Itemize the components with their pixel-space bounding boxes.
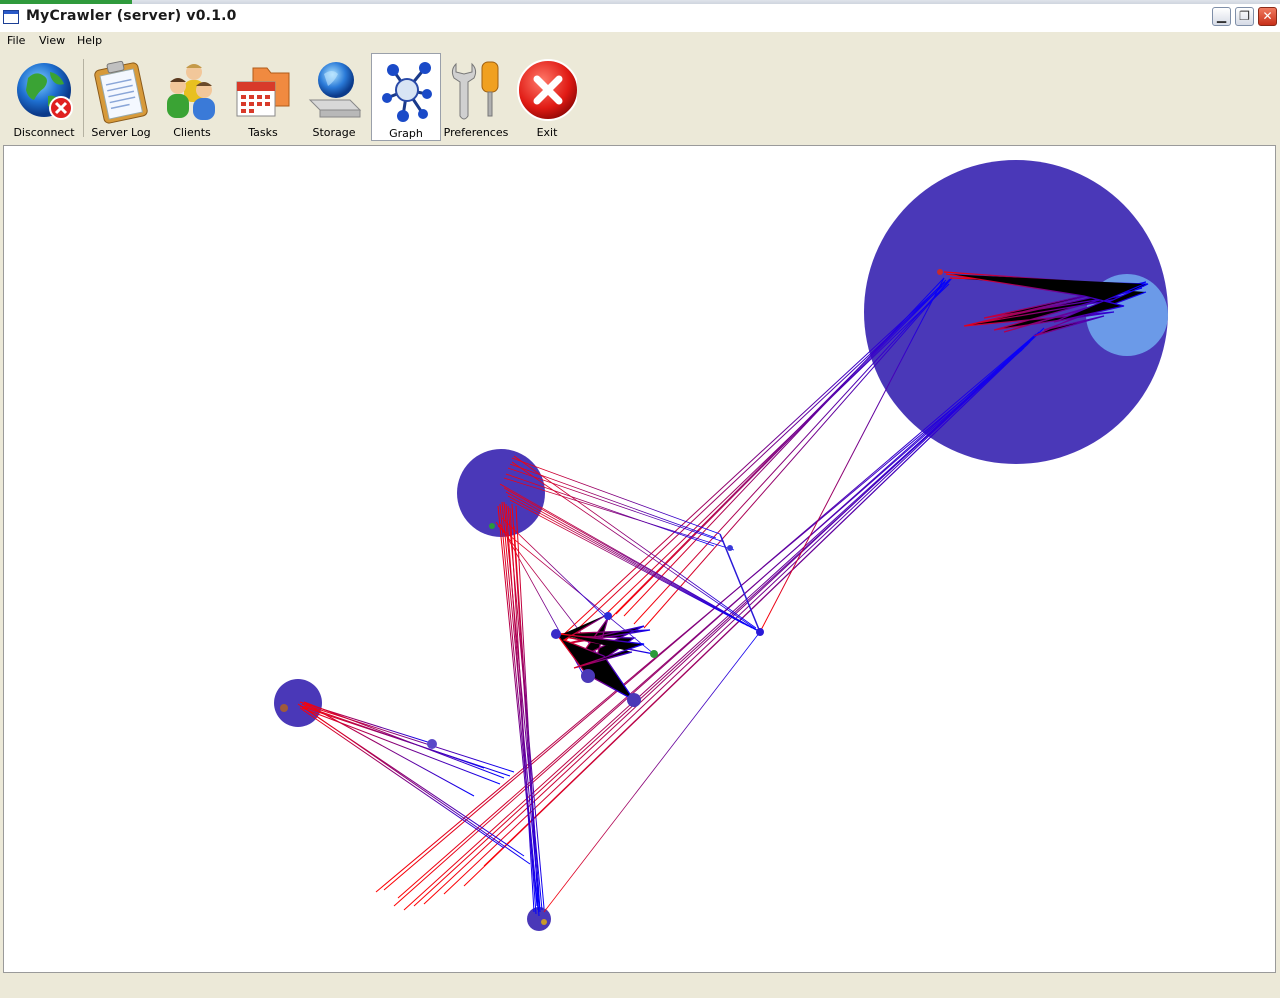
toolbar-separator xyxy=(83,59,84,137)
graph-edges xyxy=(543,631,761,913)
calendar-folder-icon xyxy=(236,67,290,117)
graph-node[interactable] xyxy=(604,612,612,620)
graph-edges xyxy=(943,271,1149,337)
disconnect-label: Disconnect xyxy=(13,126,75,139)
menu-bar: File View Help xyxy=(0,32,1280,50)
server-log-label: Server Log xyxy=(91,126,151,139)
globe-disconnect-icon xyxy=(17,63,73,120)
exit-label: Exit xyxy=(536,126,558,139)
storage-label: Storage xyxy=(312,126,356,139)
preferences-label: Preferences xyxy=(443,126,509,139)
graph-canvas[interactable] xyxy=(3,145,1276,973)
graph-node[interactable] xyxy=(280,704,288,712)
graph-node-cluster[interactable] xyxy=(274,679,322,727)
tools-icon xyxy=(451,61,499,120)
menu-file[interactable]: File xyxy=(7,34,26,47)
graph-nodes[interactable] xyxy=(280,269,943,925)
globe-drive-icon xyxy=(308,62,362,118)
clients-label: Clients xyxy=(173,126,211,139)
graph-edges xyxy=(497,501,545,917)
minimize-button[interactable]: ▁ xyxy=(1212,7,1231,26)
graph-edges xyxy=(719,533,761,633)
toolbar: Disconnect Server Log Clients xyxy=(0,51,1280,143)
menu-help[interactable]: Help xyxy=(77,34,103,47)
graph-button[interactable]: Graph xyxy=(371,53,441,141)
graph-node[interactable] xyxy=(727,545,733,551)
graph-node[interactable] xyxy=(581,669,595,683)
restore-button[interactable]: ❐ xyxy=(1235,7,1254,26)
graph-edges xyxy=(555,613,655,701)
disconnect-button[interactable]: Disconnect xyxy=(9,54,79,140)
title-bar: MyCrawler (server) v0.1.0 ▁ ❐ ✕ xyxy=(0,0,1280,33)
close-button[interactable]: ✕ xyxy=(1258,7,1277,26)
graph-label: Graph xyxy=(389,127,423,140)
users-icon xyxy=(167,64,215,120)
menu-view[interactable]: View xyxy=(39,34,66,47)
molecule-graph-icon xyxy=(382,62,432,122)
graph-node[interactable] xyxy=(756,628,764,636)
status-bar xyxy=(0,976,1280,998)
graph-edges xyxy=(297,701,531,865)
clipboard-icon xyxy=(94,60,148,124)
graph-node[interactable] xyxy=(427,739,437,749)
storage-button[interactable]: Storage xyxy=(299,54,369,140)
tasks-label: Tasks xyxy=(248,126,278,139)
server-log-button[interactable]: Server Log xyxy=(86,54,156,140)
graph-node[interactable] xyxy=(627,693,641,707)
exit-icon xyxy=(517,59,577,121)
graph-node[interactable] xyxy=(489,523,495,529)
app-window-icon xyxy=(3,10,19,24)
graph-node[interactable] xyxy=(551,629,561,639)
graph-visualization[interactable] xyxy=(4,146,1276,973)
preferences-button[interactable]: Preferences xyxy=(441,54,511,140)
graph-node-cluster[interactable] xyxy=(457,449,545,537)
graph-node[interactable] xyxy=(541,919,547,925)
taskbar-strip xyxy=(0,0,1280,4)
clients-button[interactable]: Clients xyxy=(157,54,227,140)
graph-edges xyxy=(495,455,761,703)
window-title: MyCrawler (server) v0.1.0 xyxy=(26,8,237,24)
graph-node[interactable] xyxy=(937,269,943,275)
exit-button[interactable]: Exit xyxy=(512,54,582,140)
graph-node-cluster[interactable] xyxy=(527,907,551,931)
tasks-button[interactable]: Tasks xyxy=(228,54,298,140)
graph-edges xyxy=(375,277,1045,911)
graph-node[interactable] xyxy=(650,650,658,658)
